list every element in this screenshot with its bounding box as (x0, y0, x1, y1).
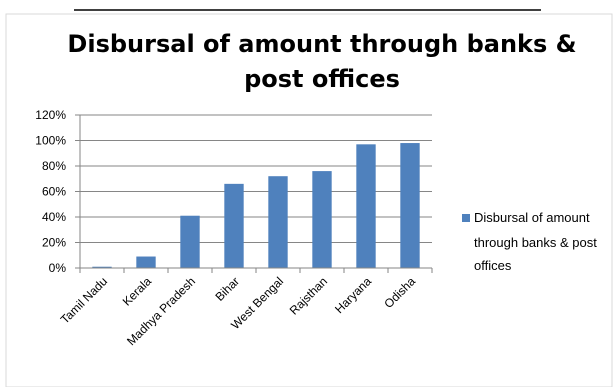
chart-title-line-1: Disbursal of amount through banks & (67, 30, 576, 58)
axes (79, 115, 433, 273)
legend-label-line-3: offices (474, 258, 512, 273)
y-tick-label: 80% (42, 159, 66, 173)
bar-haryana (356, 144, 376, 268)
bar-bihar (224, 183, 244, 268)
chart-title-line-2: post offices (244, 65, 400, 93)
bars (92, 143, 420, 268)
legend-swatch (462, 214, 470, 222)
y-tick-label: 120% (35, 108, 66, 122)
bar-tamil-nadu (92, 266, 112, 268)
y-tick-label: 60% (42, 185, 66, 199)
bar-west-bengal (268, 176, 288, 268)
y-tick-label: 100% (35, 134, 66, 148)
legend-label-line-2: through banks & post (474, 235, 597, 250)
bar-kerala (136, 256, 156, 268)
y-tick-label: 20% (42, 236, 66, 250)
y-tick-label: 0% (49, 261, 67, 275)
y-tick-label: 40% (42, 210, 66, 224)
legend-label-line-1: Disbursal of amount (474, 210, 590, 225)
chart-border (5, 13, 613, 387)
bar-madhya-pradesh (180, 215, 200, 268)
legend: Disbursal of amount through banks & post… (462, 210, 597, 273)
bar-odisha (400, 143, 420, 268)
bar-rajsthan (312, 171, 332, 268)
y-axis-tick-labels: 0% 20% 40% 60% 80% 100% 120% (35, 108, 80, 275)
